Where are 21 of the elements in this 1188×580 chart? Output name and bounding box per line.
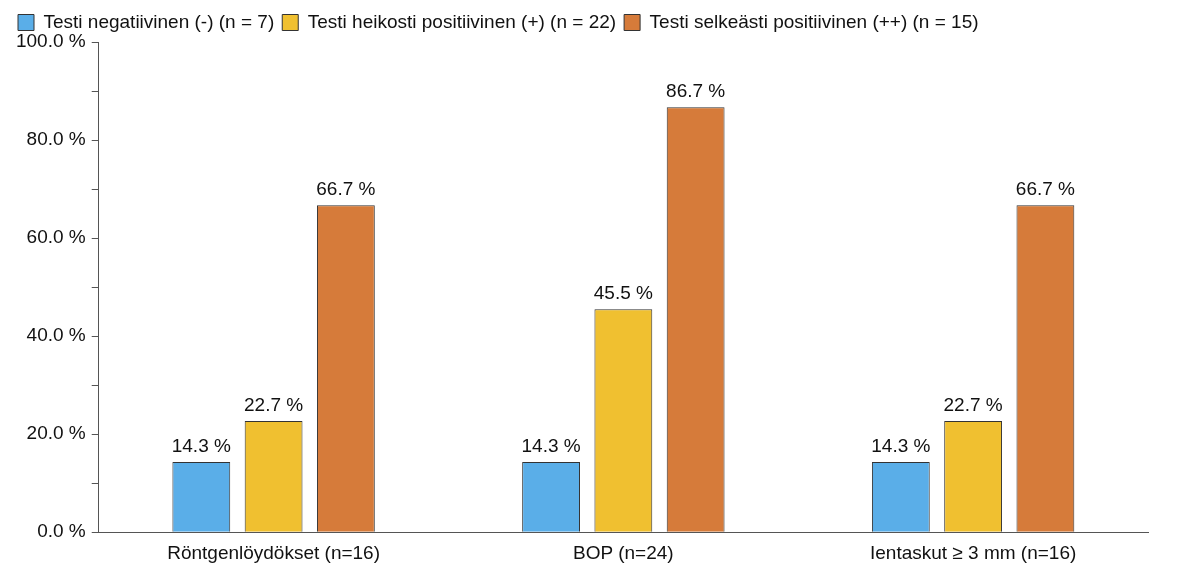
data-label: 22.7 %: [244, 393, 304, 415]
y-tick-label: 40.0 %: [26, 324, 86, 346]
data-label: 22.7 %: [943, 393, 1003, 415]
data-label: 14.3 %: [171, 434, 231, 456]
legend-label: Testi heikosti positiivinen (+) (n = 22): [307, 10, 617, 32]
x-tick-label: Röntgenlöydökset (n=16): [167, 541, 381, 563]
data-label: 45.5 %: [593, 281, 654, 303]
data-label: 14.3 %: [871, 434, 931, 456]
y-tick-label: 20.0 %: [26, 422, 86, 444]
legend-label: Testi negatiivinen (-) (n = 7): [43, 10, 275, 32]
data-label: 66.7 %: [316, 177, 376, 199]
y-tick-label: 100.0 %: [15, 30, 86, 52]
data-label: 66.7 %: [1015, 177, 1076, 199]
data-label: 86.7 %: [666, 79, 726, 101]
data-label: 14.3 %: [521, 434, 581, 456]
y-tick-label: 0.0 %: [37, 520, 86, 542]
y-tick-label: 80.0 %: [26, 128, 86, 150]
legend-label: Testi selkeästi positiivinen (++) (n = 15): [649, 10, 979, 32]
x-tick-label: Ientaskut ≥ 3 mm (n=16): [869, 541, 1077, 563]
x-tick-label: BOP (n=24): [573, 541, 674, 563]
y-tick-label: 60.0 %: [26, 226, 86, 248]
